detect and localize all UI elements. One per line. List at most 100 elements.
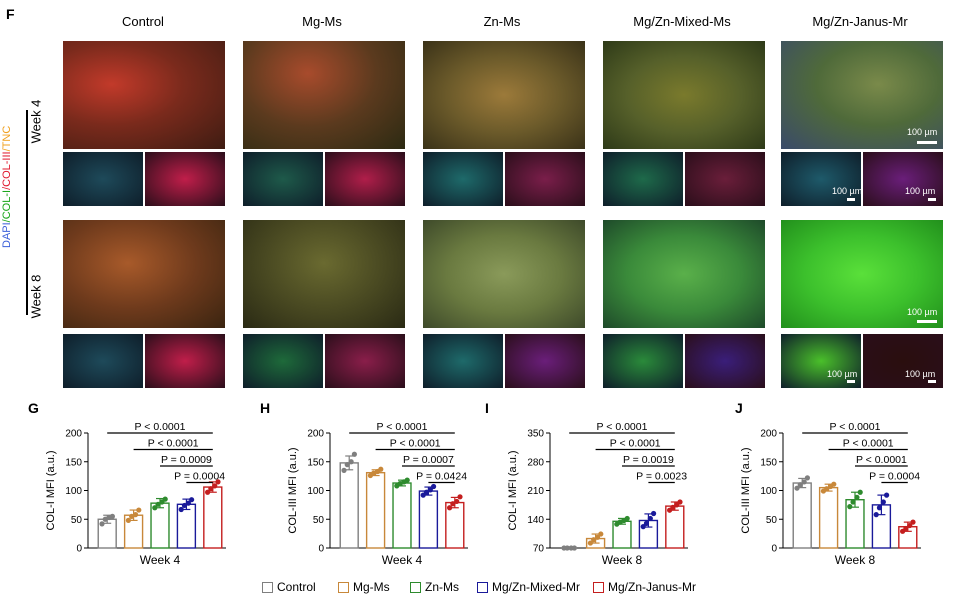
chart-g-ytick-label-3: 150 <box>65 457 82 468</box>
chart-j-point-3-3 <box>884 492 890 498</box>
chart-j-ytick-label-1: 50 <box>766 515 778 526</box>
chart-i-ytick-label-3: 280 <box>527 457 544 468</box>
chart-j-point-2-1 <box>850 499 856 505</box>
chart-g-point-3-3 <box>189 497 195 503</box>
chart-j-point-3-1 <box>876 505 883 511</box>
chart-g-point-0-3 <box>109 513 115 519</box>
chart-g-sig-label-2: P = 0.0009 <box>161 454 212 466</box>
micrograph-merged-w8-2 <box>422 219 586 329</box>
chart-h-letter: H <box>260 400 270 416</box>
chart-i-xlabel: Week 8 <box>602 553 643 567</box>
legend-label-zn-ms: Zn-Ms <box>425 580 459 594</box>
chart-h-point-2-3 <box>404 477 410 483</box>
legend-swatch-control <box>262 581 273 593</box>
chart-j-point-3-0 <box>873 512 879 518</box>
chart-g-point-4-1 <box>208 486 214 492</box>
row-label-week8: Week 8 <box>28 274 44 319</box>
micrograph-col3-w4-0 <box>144 151 226 207</box>
chart-h-point-0-0 <box>341 467 347 473</box>
chart-g-sig-label-0: P < 0.0001 <box>135 421 186 433</box>
chart-j-point-1-1 <box>824 486 830 492</box>
chart-h-point-3-2 <box>427 487 433 493</box>
micrograph-col1-w8-3 <box>602 333 684 389</box>
chart-i-point-1-0 <box>587 540 594 546</box>
chart-i-point-4-3 <box>677 499 683 505</box>
stain-col3: /COL-III <box>1 151 13 190</box>
chart-i-sig-label-3: P = 0.0023 <box>636 471 687 483</box>
chart-g-point-0-0 <box>99 521 105 527</box>
scale-w4-small-l-bar <box>847 198 855 201</box>
chart-j-point-2-2 <box>854 494 860 500</box>
legend-swatch-janus-mr <box>593 581 604 593</box>
column-title-mixed-ms: Mg/Zn-Mixed-Ms <box>633 14 731 29</box>
chart-g-sig-label-3: P = 0.0004 <box>174 471 225 483</box>
chart-g-sig-label-1: P < 0.0001 <box>148 438 199 450</box>
chart-i-sig-label-1: P < 0.0001 <box>610 438 661 450</box>
chart-i-point-4-1 <box>670 504 676 510</box>
legend-zn-ms: Zn-Ms <box>410 580 459 594</box>
chart-h-ytick-label-3: 150 <box>307 457 324 468</box>
legend-janus-mr: Mg/Zn-Janus-Mr <box>593 580 696 594</box>
chart-j-letter: J <box>735 400 743 416</box>
chart-j-xlabel: Week 8 <box>835 553 876 567</box>
chart-h-point-0-1 <box>344 462 350 468</box>
chart-h-ytick-label-0: 0 <box>318 544 324 555</box>
micrograph-col1-w4-4 <box>780 151 862 207</box>
chart-i-point-3-2 <box>647 515 653 522</box>
chart-h-point-4-3 <box>457 494 463 500</box>
column-title-mg-ms: Mg-Ms <box>302 14 342 29</box>
chart-j-bar-0 <box>792 482 812 549</box>
legend-control: Control <box>262 580 316 594</box>
chart-h-ytick-label-4: 200 <box>307 429 324 440</box>
scale-w4-small-l-label: 100 µm <box>832 186 863 196</box>
chart-i-sig-label-2: P = 0.0019 <box>623 454 674 466</box>
legend-swatch-mg-ms <box>338 581 349 593</box>
scale-w8-small-l-bar <box>847 380 855 383</box>
micrograph-col1-w8-1 <box>242 333 324 389</box>
scale-w4-big-label: 100 µm <box>907 127 938 137</box>
micrograph-col1-w4-2 <box>422 151 504 207</box>
chart-j-point-3-2 <box>880 499 886 505</box>
chart-g-ytick-label-4: 200 <box>65 429 82 440</box>
chart-i-point-0-1 <box>564 545 570 551</box>
micrograph-merged-w4-2 <box>422 40 586 150</box>
chart-j-ytick-label-3: 150 <box>760 457 777 468</box>
chart-h-sig-label-2: P = 0.0007 <box>403 454 454 466</box>
chart-j-point-0-1 <box>797 482 803 488</box>
chart-h-xlabel: Week 4 <box>382 553 423 567</box>
row-divider-line <box>26 110 28 315</box>
scale-w8-small-r-bar <box>928 380 936 383</box>
chart-g-ytick-label-0: 0 <box>76 544 82 555</box>
micrograph-col1-w4-3 <box>602 151 684 207</box>
scale-w4-big-bar <box>917 141 937 144</box>
chart-j-point-1-3 <box>831 481 837 487</box>
chart-j-ylabel: COL-III MFI (a.u.) <box>740 447 752 533</box>
micrograph-merged-w8-1 <box>242 219 406 329</box>
micrograph-col3-w4-1 <box>324 151 406 207</box>
legend-label-mg-ms: Mg-Ms <box>353 580 390 594</box>
chart-i-point-3-3 <box>651 510 657 517</box>
stain-dapi: DAPI <box>1 222 13 248</box>
micrograph-col3-w4-2 <box>504 151 586 207</box>
micrograph-col3-w4-3 <box>684 151 766 207</box>
micrograph-col3-w8-4 <box>862 333 944 389</box>
chart-h-point-4-1 <box>450 501 456 507</box>
chart-j-point-4-1 <box>903 525 909 532</box>
row-label-week4: Week 4 <box>28 99 44 144</box>
panel-letter-f: F <box>6 6 15 22</box>
chart-i-letter: I <box>485 400 489 416</box>
chart-i-ytick-label-0: 70 <box>533 544 545 555</box>
micrograph-merged-w8-4 <box>780 219 944 329</box>
chart-g-point-1-2 <box>132 512 139 518</box>
legend-mixed-mr: Mg/Zn-Mixed-Mr <box>477 580 580 594</box>
chart-g-point-4-2 <box>212 483 218 489</box>
chart-h-point-4-0 <box>447 505 453 511</box>
chart-i-point-3-0 <box>640 524 646 530</box>
chart-j-ytick-label-4: 200 <box>760 429 777 440</box>
chart-j-point-4-2 <box>907 522 913 529</box>
micrograph-merged-w8-3 <box>602 219 766 329</box>
chart-g-bar-4 <box>203 486 223 549</box>
chart-j-ytick-label-0: 0 <box>771 544 777 555</box>
chart-i-point-1-3 <box>598 531 604 537</box>
chart-g-ytick-label-1: 50 <box>71 515 83 526</box>
